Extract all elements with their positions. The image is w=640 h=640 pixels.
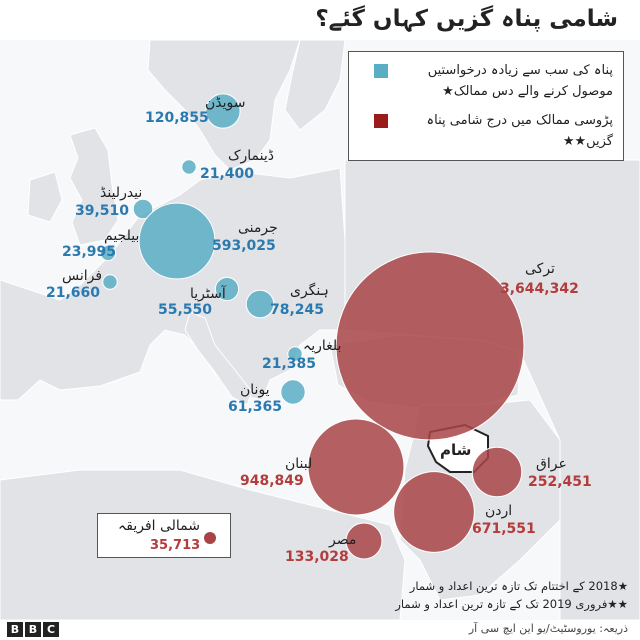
neighbour-name-3: اردن xyxy=(485,503,512,519)
neighbour-name-1: لبنان xyxy=(285,456,312,472)
footnote-2: ★★فروری 2019 تک کے تازہ ترین اعداد و شما… xyxy=(395,597,628,611)
europe-value-2: 39,510 xyxy=(75,203,129,219)
neighbour-name-0: ترکی xyxy=(525,261,555,277)
neighbour-value-0: 3,644,342 xyxy=(500,281,579,297)
bbc-logo-b2: B xyxy=(25,622,41,637)
bbc-logo: B B C xyxy=(7,622,59,637)
north-africa-value: 35,713 xyxy=(150,538,201,553)
neighbour-value-2: 252,451 xyxy=(528,474,592,490)
neighbour-bubble-4 xyxy=(345,522,383,560)
europe-bubble-7 xyxy=(245,289,275,319)
legend-label-europe: پناہ کی سب سے زیادہ درخواستیں موصول کرنے… xyxy=(427,63,613,99)
legend-label-neighbours: پڑوسی ممالک میں درج شامی پناہ گزیں★★ xyxy=(426,113,613,149)
north-africa-name: شمالی افریقہ xyxy=(118,518,200,534)
europe-bubble-6 xyxy=(214,276,240,302)
legend-row-europe: پناہ کی سب سے زیادہ درخواستیں موصول کرنے… xyxy=(364,60,613,102)
europe-bubble-0 xyxy=(205,93,241,129)
continent-land xyxy=(0,167,346,401)
europe-bubble-5 xyxy=(102,274,118,290)
neighbour-bubble-2 xyxy=(471,446,523,498)
europe-name-3: بیلجیم xyxy=(104,228,139,244)
finland-land xyxy=(284,39,346,131)
neighbour-bubble-1 xyxy=(307,418,405,516)
europe-value-3: 23,995 xyxy=(62,244,116,260)
neighbour-value-4: 133,028 xyxy=(285,549,349,565)
ireland-land xyxy=(27,171,63,223)
legend-swatch-red xyxy=(374,114,388,128)
europe-name-0: سویڈن xyxy=(205,95,246,111)
north-africa-bubble xyxy=(204,532,216,544)
europe-value-9: 61,365 xyxy=(228,399,282,415)
legend-row-neighbours: پڑوسی ممالک میں درج شامی پناہ گزیں★★ xyxy=(364,110,613,152)
europe-name-2: نیدرلینڈ xyxy=(100,185,142,201)
europe-bubble-1 xyxy=(181,159,197,175)
source-credit: ذریعہ: یوروسٹیٹ/یو این ایچ سی آر xyxy=(468,622,628,635)
footnotes: ★2018 کے اختتام تک تازہ ترین اعداد و شما… xyxy=(395,577,628,613)
europe-name-5: فرانس xyxy=(62,268,102,284)
map-title: شامی پناہ گزیں کہاں گئے؟ xyxy=(315,6,618,32)
syria-label: شام xyxy=(440,441,471,459)
europe-name-7: ہنگری xyxy=(290,282,329,299)
europe-value-7: 78,245 xyxy=(270,302,324,318)
europe-bubble-8 xyxy=(287,346,303,362)
neighbour-value-1: 948,849 xyxy=(240,473,304,489)
europe-name-1: ڈینمارک xyxy=(228,148,274,164)
neighbour-bubble-0 xyxy=(335,251,525,441)
neighbour-bubble-3 xyxy=(393,471,475,553)
europe-value-8: 21,385 xyxy=(262,356,316,372)
europe-name-9: یونان xyxy=(240,382,270,398)
north-africa-inset: شمالی افریقہ 35,713 xyxy=(97,513,231,558)
legend-swatch-blue xyxy=(374,64,388,78)
bbc-logo-b1: B xyxy=(7,622,23,637)
europe-bubble-9 xyxy=(280,379,306,405)
europe-name-6: آسٹریا xyxy=(190,285,227,302)
europe-value-1: 21,400 xyxy=(200,166,254,182)
legend: پناہ کی سب سے زیادہ درخواستیں موصول کرنے… xyxy=(348,51,624,161)
britain-land xyxy=(69,127,119,246)
europe-name-8: بلغاریہ xyxy=(303,338,341,354)
neighbour-value-3: 671,551 xyxy=(472,521,536,537)
footnote-1: ★2018 کے اختتام تک تازہ ترین اعداد و شما… xyxy=(409,579,628,593)
italy-land xyxy=(184,311,253,406)
europe-value-0: 120,855 xyxy=(145,110,209,126)
europe-bubble-4 xyxy=(138,202,216,280)
europe-value-6: 55,550 xyxy=(158,302,212,318)
europe-value-5: 21,660 xyxy=(46,285,100,301)
bbc-logo-c: C xyxy=(43,622,59,637)
footer: B B C ذریعہ: یوروسٹیٹ/یو این ایچ سی آر xyxy=(0,620,640,640)
europe-name-4: جرمنی xyxy=(238,220,278,236)
europe-bubble-2 xyxy=(132,198,154,220)
neighbour-name-4: مصر xyxy=(328,532,356,548)
neighbour-name-2: عراق xyxy=(536,456,567,472)
bubbles xyxy=(99,93,525,560)
europe-value-4: 593,025 xyxy=(212,238,276,254)
europe-bubble-3 xyxy=(99,244,117,262)
